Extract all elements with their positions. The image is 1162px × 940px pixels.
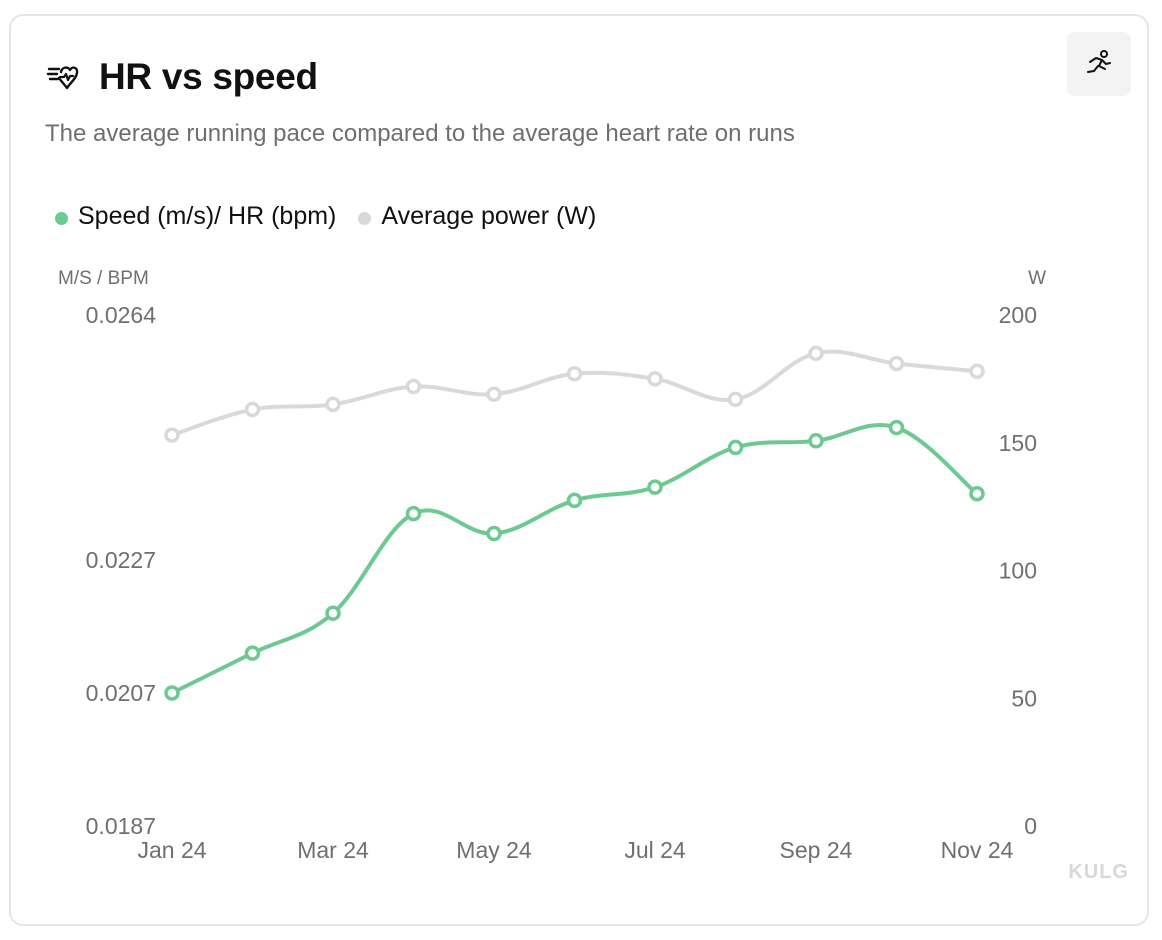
left-axis-title: M/S / BPM [58,268,149,289]
data-point-power[interactable] [727,391,744,408]
left-tick-label: 0.0207 [86,680,156,706]
chart-legend: Speed (m/s)/ HR (bpm) Average power (W) [55,202,618,231]
legend-item-power[interactable]: Average power (W) [358,202,596,231]
right-tick-label: 0 [1024,813,1037,839]
series-line-power [170,349,979,438]
right-tick-label: 100 [999,558,1037,584]
legend-item-speed-hr[interactable]: Speed (m/s)/ HR (bpm) [55,202,336,231]
data-point-speed-hr[interactable] [727,439,744,456]
data-point-power[interactable] [808,345,824,362]
runner-icon [1087,50,1111,73]
right-tick-label: 200 [999,302,1037,328]
data-point-speed-hr[interactable] [888,419,905,436]
heart-wind-icon [46,66,79,90]
activity-type-button[interactable] [1067,32,1131,96]
title-row: HR vs speed [45,56,318,98]
card-title: HR vs speed [99,56,318,97]
x-axis-ticks: Jan 24 Mar 24 May 24 Jul 24 Sep 24 Nov 24 [137,837,1013,863]
data-point-speed-hr[interactable] [566,492,583,509]
chart-card: HR vs speed The average running pace com… [9,14,1149,926]
data-point-power[interactable] [325,396,341,413]
data-point-speed-hr[interactable] [647,479,663,495]
left-axis-ticks: 0.0264 0.0227 0.0207 0.0187 [86,302,157,839]
watermark-logo: KULG [1068,861,1129,883]
card-subtitle: The average running pace compared to the… [45,120,795,147]
x-tick-label: Jul 24 [624,837,686,863]
data-point-power[interactable] [405,378,422,395]
data-point-speed-hr[interactable] [244,645,261,661]
data-point-power[interactable] [647,371,663,387]
legend-label-power: Average power (W) [381,202,597,230]
data-point-power[interactable] [969,363,985,379]
x-tick-label: Nov 24 [941,837,1014,863]
data-point-power[interactable] [566,366,583,382]
data-point-power[interactable] [888,355,905,372]
data-point-power[interactable] [486,386,502,402]
data-point-speed-hr[interactable] [325,605,341,621]
right-axis-ticks: 200 150 100 50 0 [999,302,1037,839]
x-tick-label: May 24 [456,837,532,863]
right-tick-label: 50 [1011,685,1037,711]
data-point-power[interactable] [244,401,261,418]
data-point-power[interactable] [164,427,180,443]
data-point-speed-hr[interactable] [486,525,502,542]
series-layer [164,345,985,701]
data-point-speed-hr[interactable] [808,433,824,449]
data-point-speed-hr[interactable] [164,685,180,701]
x-tick-label: Sep 24 [780,837,853,863]
left-tick-label: 0.0227 [86,547,156,573]
series-line-speed-hr [170,422,979,695]
right-axis-title: W [1028,268,1046,289]
x-tick-label: Mar 24 [297,837,369,863]
x-tick-label: Jan 24 [137,837,206,863]
data-point-speed-hr[interactable] [405,505,422,522]
legend-swatch-speed-hr [55,212,68,225]
left-tick-label: 0.0264 [86,302,157,328]
legend-swatch-power [358,212,372,225]
right-tick-label: 150 [999,430,1037,456]
left-tick-label: 0.0187 [86,813,156,839]
legend-label-speed-hr: Speed (m/s)/ HR (bpm) [78,202,337,230]
data-point-speed-hr[interactable] [969,486,985,502]
